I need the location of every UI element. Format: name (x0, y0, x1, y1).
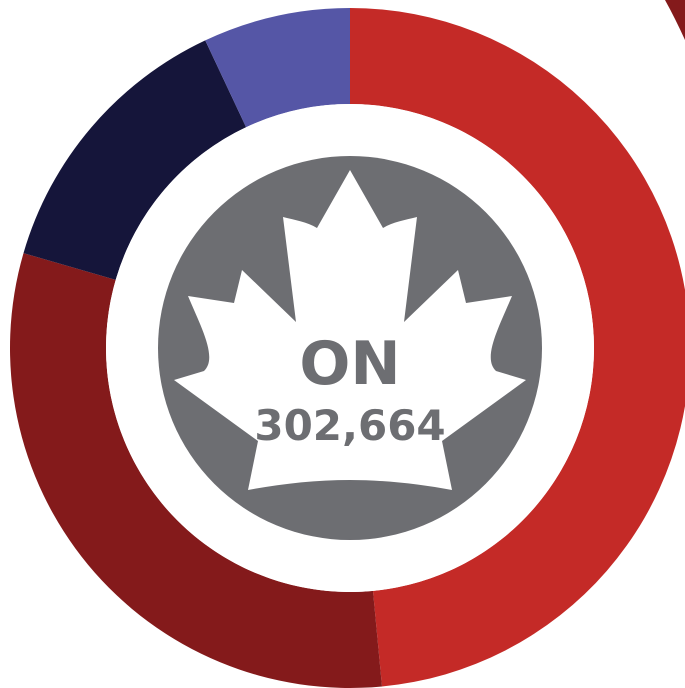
center-region-label: ON (299, 329, 400, 399)
donut-slices (10, 7, 685, 688)
donut-slice-3 (23, 40, 247, 280)
maple-leaf-icon (174, 170, 526, 490)
center-total-label: 302,664 (254, 401, 445, 450)
donut-slice-4 (205, 7, 350, 128)
donut-slice-2 (10, 253, 382, 688)
donut-slice-1 (350, 8, 685, 687)
adjacent-chart-ring-fragment (665, 0, 685, 40)
